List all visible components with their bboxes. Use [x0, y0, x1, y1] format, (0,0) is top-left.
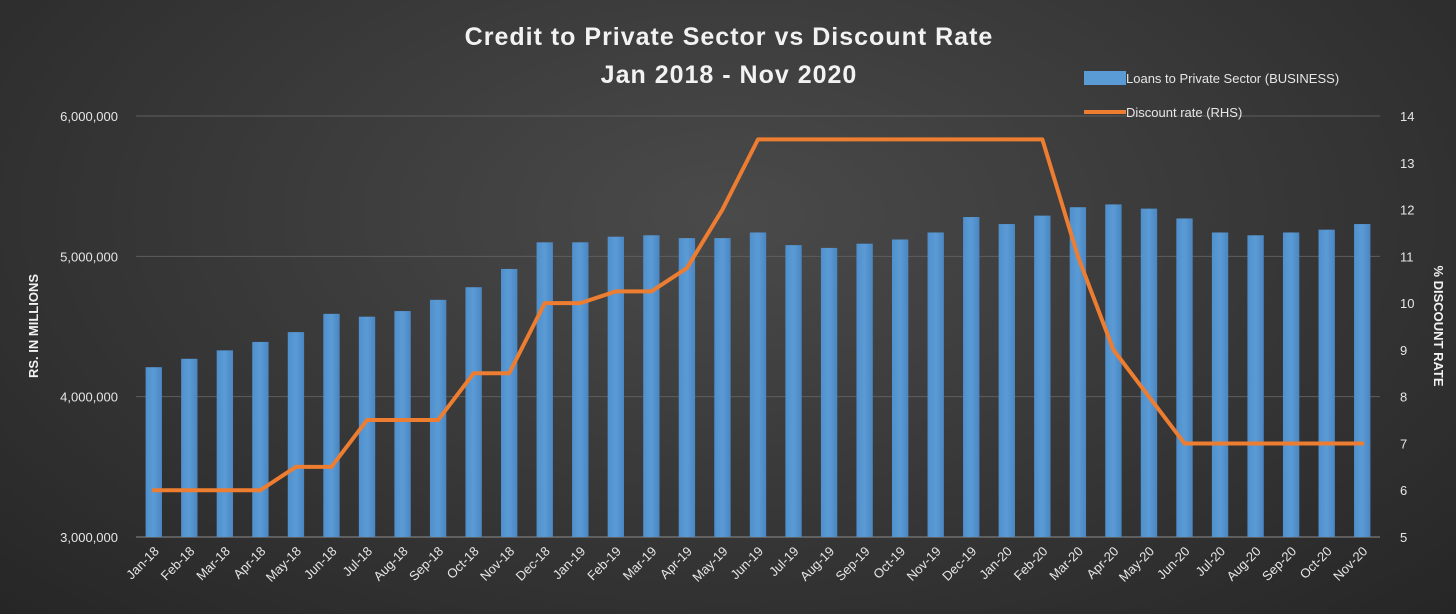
- x-tick-label: Dec-18: [513, 544, 553, 584]
- bar: [643, 235, 660, 538]
- y2-tick-label: 12: [1400, 203, 1414, 218]
- x-tick-label: Mar-19: [620, 544, 660, 584]
- x-tick-label: Jan-20: [976, 544, 1015, 583]
- y-axis-right-ticks: 5 6 7 8 9 10 11 12 13 14: [1400, 109, 1414, 545]
- y2-tick-label: 10: [1400, 296, 1414, 311]
- bar: [145, 367, 162, 537]
- x-tick-label: Jun-20: [1154, 544, 1193, 583]
- line-series-discount-rate: [151, 137, 1365, 493]
- bar: [998, 224, 1015, 537]
- x-tick-label: Mar-20: [1046, 544, 1086, 584]
- legend-item-loans: Loans to Private Sector (BUSINESS): [1084, 71, 1339, 86]
- x-tick-label: Feb-19: [584, 544, 624, 584]
- bar: [181, 358, 198, 537]
- bar: [501, 268, 518, 537]
- bar: [1069, 207, 1087, 537]
- bar-series-loans: [145, 204, 1371, 538]
- bar: [749, 232, 767, 537]
- x-tick-label: Feb-20: [1011, 544, 1051, 584]
- bar: [1140, 208, 1158, 537]
- x-tick-label: Aug-20: [1223, 544, 1263, 584]
- bar: [287, 332, 305, 537]
- x-tick-label: Feb-18: [158, 544, 198, 584]
- bar: [963, 217, 980, 538]
- bar: [714, 238, 731, 537]
- x-tick-label: Oct-20: [1297, 544, 1335, 582]
- x-tick-label: Dec-19: [939, 544, 979, 584]
- x-tick-label: May-20: [1116, 544, 1157, 585]
- bar: [465, 287, 482, 537]
- y2-tick-label: 6: [1400, 483, 1407, 498]
- x-tick-label: Nov-19: [904, 544, 944, 584]
- y2-tick-label: 8: [1400, 390, 1407, 405]
- bar: [1282, 232, 1300, 537]
- x-tick-label: Aug-19: [797, 544, 837, 584]
- y2-tick-label: 11: [1400, 249, 1414, 264]
- y2-tick-label: 14: [1400, 109, 1414, 124]
- y-tick-label: 4,000,000: [60, 390, 118, 405]
- x-tick-label: May-19: [689, 544, 730, 585]
- x-tick-label: Apr-18: [230, 544, 268, 582]
- legend-swatch-loans: [1084, 71, 1126, 85]
- bar: [572, 242, 589, 538]
- bar: [358, 316, 376, 537]
- x-tick-label: Jan-18: [123, 544, 162, 583]
- y-axis-right-title: % DISCOUNT RATE: [1431, 265, 1446, 386]
- y-tick-label: 6,000,000: [60, 109, 118, 124]
- x-tick-label: May-18: [263, 544, 304, 585]
- x-tick-label: Sep-20: [1259, 544, 1299, 584]
- bar: [394, 311, 411, 537]
- x-tick-label: Aug-18: [370, 544, 410, 584]
- legend-item-discount-rate: Discount rate (RHS): [1084, 105, 1242, 120]
- bar: [927, 232, 944, 537]
- y-axis-left-title: RS. IN MILLIONS: [26, 274, 41, 378]
- x-tick-label: Sep-19: [833, 544, 873, 584]
- y-tick-label: 5,000,000: [60, 249, 118, 264]
- x-tick-label: Oct-18: [444, 544, 482, 582]
- y2-tick-label: 7: [1400, 436, 1407, 451]
- bar: [216, 350, 234, 537]
- legend: Loans to Private Sector (BUSINESS) Disco…: [1084, 71, 1339, 120]
- legend-label-discount-rate: Discount rate (RHS): [1126, 105, 1242, 120]
- bar: [252, 341, 269, 537]
- x-tick-label: Sep-18: [406, 544, 446, 584]
- chart-title: Credit to Private Sector vs Discount Rat…: [465, 23, 994, 51]
- x-tick-label: Jun-18: [301, 544, 340, 583]
- bar: [1211, 232, 1229, 537]
- y2-tick-label: 13: [1400, 156, 1414, 171]
- legend-label-loans: Loans to Private Sector (BUSINESS): [1126, 71, 1339, 86]
- x-tick-label: Apr-20: [1083, 544, 1121, 582]
- bar: [536, 242, 553, 538]
- bar: [820, 247, 838, 537]
- x-tick-label: Oct-19: [870, 544, 908, 582]
- x-tick-label: Jun-19: [727, 544, 766, 583]
- x-tick-label: Nov-18: [477, 544, 517, 584]
- bar: [323, 313, 340, 537]
- y2-tick-label: 5: [1400, 530, 1407, 545]
- chart-subtitle: Jan 2018 - Nov 2020: [601, 61, 858, 89]
- bar: [785, 245, 802, 537]
- bar: [678, 238, 696, 537]
- bar: [1318, 229, 1335, 538]
- x-tick-label: Apr-19: [657, 544, 695, 582]
- y-tick-label: 3,000,000: [60, 530, 118, 545]
- bar: [1105, 204, 1122, 537]
- x-tick-label: Jan-19: [550, 544, 589, 583]
- bar: [1247, 235, 1264, 538]
- bar: [856, 243, 873, 537]
- bar: [1354, 224, 1371, 537]
- x-tick-label: Nov-20: [1330, 544, 1370, 584]
- bar: [891, 239, 909, 537]
- bar: [1176, 218, 1193, 537]
- bar: [607, 236, 625, 538]
- bar: [1034, 215, 1051, 538]
- y2-tick-label: 9: [1400, 343, 1407, 358]
- y-axis-left-ticks: 3,000,000 4,000,000 5,000,000 6,000,000: [60, 109, 118, 545]
- x-tick-label: Mar-18: [193, 544, 233, 584]
